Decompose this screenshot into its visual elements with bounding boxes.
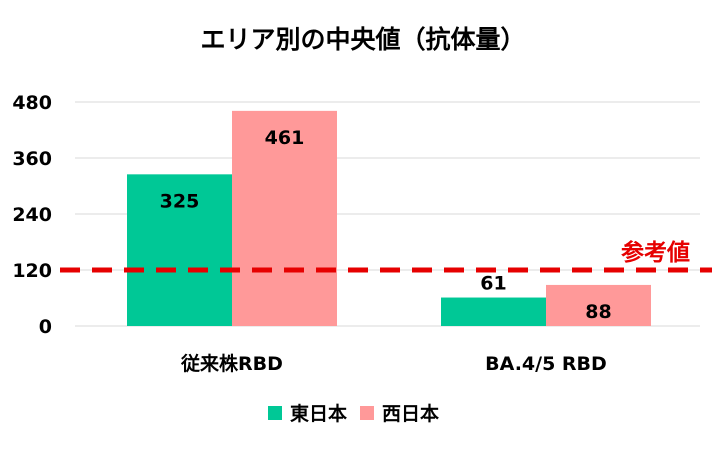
reference-line: 参考値 bbox=[60, 239, 712, 273]
legend-label: 東日本 bbox=[290, 402, 347, 425]
bar bbox=[127, 174, 232, 326]
chart-title: エリア別の中央値（抗体量） bbox=[200, 25, 525, 54]
y-tick-label: 120 bbox=[12, 260, 52, 282]
x-axis-categories: 従来株RBD BA.4/5 RBD bbox=[180, 352, 607, 375]
y-tick-label: 480 bbox=[12, 92, 52, 114]
data-labels: 325 461 61 88 bbox=[160, 127, 612, 323]
bar bbox=[546, 284, 651, 326]
y-tick-label: 0 bbox=[39, 316, 52, 338]
y-tick-label: 240 bbox=[12, 204, 52, 226]
legend: 東日本 西日本 bbox=[268, 402, 439, 425]
bars bbox=[127, 110, 651, 326]
category-label: BA.4/5 RBD bbox=[485, 353, 607, 375]
legend-label: 西日本 bbox=[382, 402, 439, 425]
data-label: 461 bbox=[265, 127, 305, 149]
bar bbox=[441, 297, 546, 326]
y-tick-label: 360 bbox=[12, 148, 52, 170]
legend-swatch bbox=[268, 406, 282, 420]
category-label: 従来株RBD bbox=[180, 352, 283, 375]
data-label: 325 bbox=[160, 190, 200, 212]
y-axis-ticks: 0 120 240 360 480 bbox=[12, 92, 52, 338]
legend-swatch bbox=[360, 406, 374, 420]
data-label: 88 bbox=[585, 301, 611, 323]
data-label: 61 bbox=[480, 273, 506, 295]
bar bbox=[232, 110, 337, 326]
reference-line-label: 参考値 bbox=[621, 239, 690, 266]
